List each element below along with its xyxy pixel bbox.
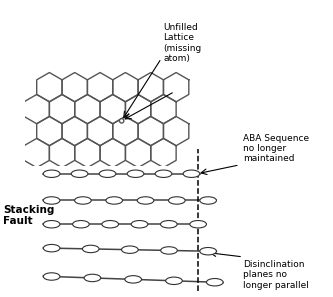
Circle shape: [131, 220, 148, 228]
Polygon shape: [37, 116, 62, 146]
Polygon shape: [24, 138, 49, 168]
Circle shape: [155, 170, 172, 178]
Text: Unfilled
Lattice
(missing
atom): Unfilled Lattice (missing atom): [163, 23, 201, 63]
Polygon shape: [164, 72, 189, 102]
Circle shape: [43, 170, 60, 178]
Polygon shape: [164, 116, 189, 146]
Circle shape: [43, 220, 60, 228]
Polygon shape: [100, 94, 126, 124]
Circle shape: [99, 170, 116, 178]
Polygon shape: [113, 72, 138, 102]
Circle shape: [161, 220, 177, 228]
Polygon shape: [113, 116, 138, 146]
Circle shape: [166, 277, 182, 285]
Circle shape: [102, 220, 119, 228]
Polygon shape: [49, 94, 75, 124]
Circle shape: [190, 220, 206, 228]
Polygon shape: [151, 94, 176, 124]
Polygon shape: [24, 94, 49, 124]
Circle shape: [183, 170, 200, 178]
Circle shape: [43, 273, 60, 280]
Circle shape: [73, 220, 89, 228]
Polygon shape: [87, 72, 113, 102]
Polygon shape: [126, 94, 151, 124]
Circle shape: [125, 276, 142, 283]
Text: Stacking
Fault: Stacking Fault: [3, 205, 55, 226]
Circle shape: [84, 274, 101, 282]
Polygon shape: [138, 72, 164, 102]
Polygon shape: [138, 116, 164, 146]
Polygon shape: [37, 72, 62, 102]
Circle shape: [82, 245, 99, 253]
Circle shape: [137, 197, 154, 204]
Circle shape: [43, 197, 60, 204]
Text: Disinclination
planes no
longer parallel: Disinclination planes no longer parallel: [243, 260, 309, 290]
Circle shape: [168, 197, 185, 204]
Circle shape: [122, 246, 138, 253]
Polygon shape: [151, 138, 176, 168]
Polygon shape: [87, 116, 113, 146]
Polygon shape: [62, 72, 87, 102]
Circle shape: [120, 119, 124, 123]
Polygon shape: [75, 138, 100, 168]
Circle shape: [206, 279, 223, 286]
Circle shape: [200, 247, 216, 255]
Circle shape: [106, 197, 123, 204]
Polygon shape: [75, 94, 100, 124]
Circle shape: [75, 197, 91, 204]
Circle shape: [161, 247, 177, 254]
Polygon shape: [49, 138, 75, 168]
Circle shape: [71, 170, 88, 178]
Circle shape: [43, 244, 60, 252]
Circle shape: [200, 197, 216, 204]
Polygon shape: [100, 138, 126, 168]
Polygon shape: [62, 116, 87, 146]
Circle shape: [127, 170, 144, 178]
Text: ABA Sequence
no longer
maintained: ABA Sequence no longer maintained: [243, 134, 309, 163]
Polygon shape: [126, 138, 151, 168]
